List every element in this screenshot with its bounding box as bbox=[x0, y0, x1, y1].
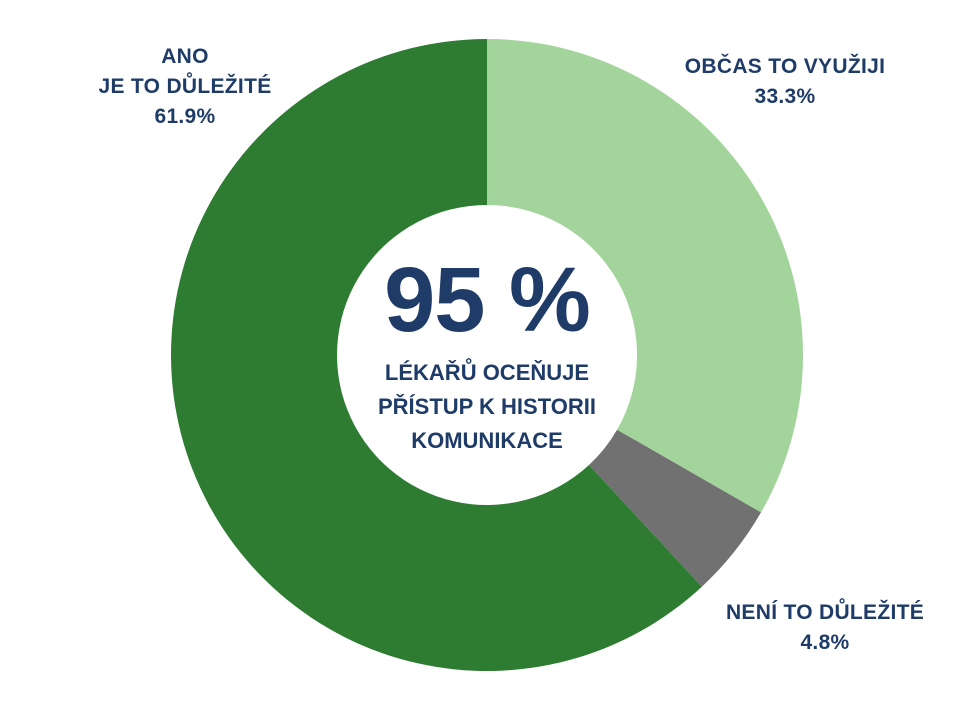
center-caption: LÉKAŘŮ OCEŇUJE PŘÍSTUP K HISTORII KOMUNI… bbox=[337, 356, 637, 458]
slice-neni bbox=[588, 429, 761, 587]
slice-value-obcas: 33.3% bbox=[754, 85, 816, 108]
slice-ano bbox=[171, 39, 702, 671]
center-headline: 95 % bbox=[384, 249, 591, 351]
center-caption-line1: LÉKAŘŮ OCEŇUJE bbox=[384, 360, 590, 385]
slice-label-obcas: OBČAS TO VYUŽIJI 33.3% bbox=[660, 52, 910, 112]
slice-label-obcas-line1: OBČAS TO VYUŽIJI bbox=[684, 55, 886, 78]
slice-label-ano: ANO JE TO DŮLEŽITÉ 61.9% bbox=[80, 42, 290, 132]
slice-label-ano-line1: ANO bbox=[161, 45, 209, 68]
slice-value-neni: 4.8% bbox=[800, 631, 850, 654]
donut-center-text: 95 % LÉKAŘŮ OCEŇUJE PŘÍSTUP K HISTORII K… bbox=[337, 250, 637, 458]
slice-label-neni-line1: NENÍ TO DŮLEŽITÉ bbox=[725, 601, 925, 624]
center-caption-line2: PŘÍSTUP K HISTORII bbox=[377, 394, 596, 419]
slice-obcas bbox=[487, 39, 803, 513]
center-caption-line3: KOMUNIKACE bbox=[411, 428, 563, 453]
slice-label-ano-line2: JE TO DŮLEŽITÉ bbox=[98, 75, 272, 98]
slice-value-ano: 61.9% bbox=[154, 105, 216, 128]
slice-label-neni: NENÍ TO DŮLEŽITÉ 4.8% bbox=[690, 598, 960, 658]
